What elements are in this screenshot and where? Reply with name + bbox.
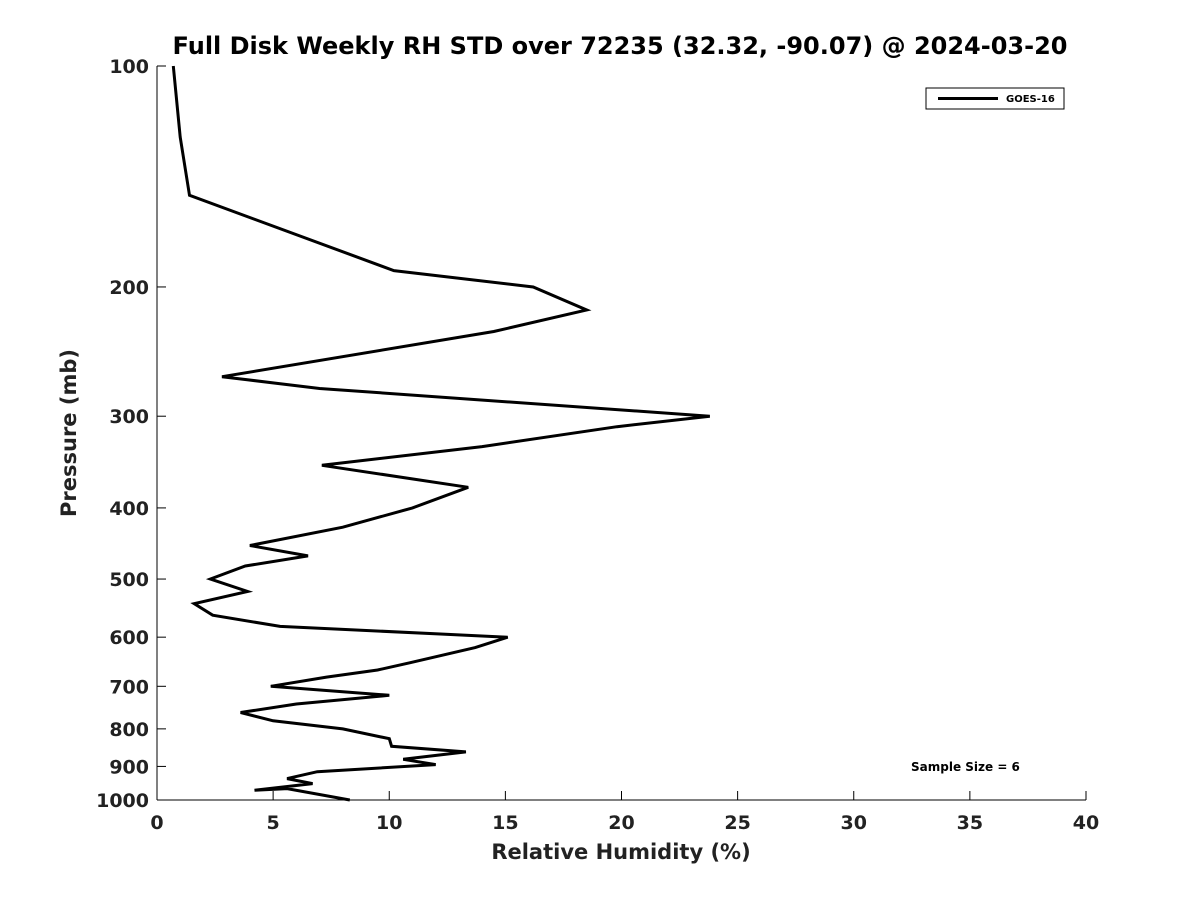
x-tick-label: 10 xyxy=(376,812,402,834)
y-tick-label: 1000 xyxy=(96,790,149,812)
y-tick-label: 500 xyxy=(109,569,149,591)
x-tick-label: 30 xyxy=(841,812,867,834)
x-tick-label: 0 xyxy=(150,812,163,834)
y-axis-label: Pressure (mb) xyxy=(57,349,81,517)
y-tick-label: 700 xyxy=(109,676,149,698)
x-tick-label: 20 xyxy=(608,812,634,834)
series-line-goes-16 xyxy=(171,65,710,802)
y-tick-label: 200 xyxy=(109,277,149,299)
x-tick-label: 35 xyxy=(957,812,983,834)
y-tick-label: 400 xyxy=(109,498,149,520)
chart-title: Full Disk Weekly RH STD over 72235 (32.3… xyxy=(173,32,1068,60)
legend-entry-goes-16: GOES-16 xyxy=(1006,94,1055,105)
y-tick-label: 900 xyxy=(109,756,149,778)
x-axis-label: Relative Humidity (%) xyxy=(491,840,750,864)
y-tick-label: 600 xyxy=(109,627,149,649)
y-axis-ticks: 100 200 300 400 500 600 700 800 900 1000 xyxy=(96,56,166,812)
x-tick-label: 25 xyxy=(724,812,750,834)
y-tick-label: 800 xyxy=(109,719,149,741)
legend: GOES-16 xyxy=(925,87,1065,110)
x-tick-label: 5 xyxy=(267,812,280,834)
y-tick-label: 100 xyxy=(109,56,149,78)
sample-size-annotation: Sample Size = 6 xyxy=(911,760,1020,774)
x-tick-label: 15 xyxy=(492,812,518,834)
x-tick-label: 40 xyxy=(1073,812,1099,834)
x-axis-ticks: 0 5 10 15 20 25 30 35 40 xyxy=(150,791,1099,834)
y-tick-label: 300 xyxy=(109,406,149,428)
